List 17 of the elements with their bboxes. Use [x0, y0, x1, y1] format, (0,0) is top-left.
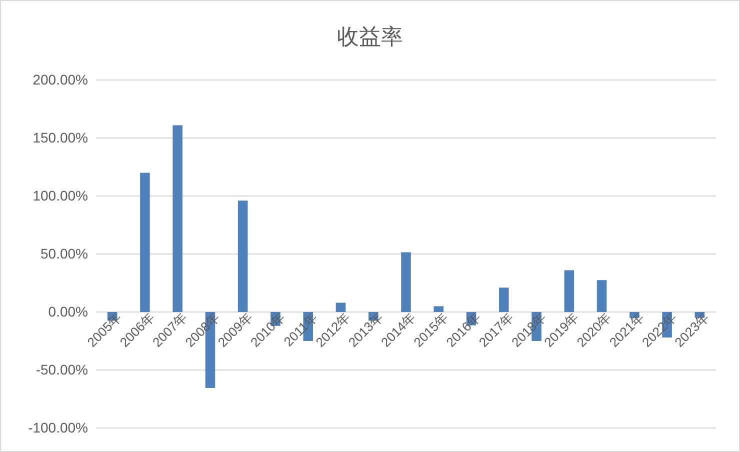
- bar: [596, 280, 607, 312]
- bar: [401, 252, 411, 312]
- bar: [172, 125, 182, 312]
- y-tick-label: -50.00%: [36, 361, 88, 378]
- y-tick-label: 100.00%: [32, 187, 88, 204]
- y-tick-label: 0.00%: [48, 303, 88, 320]
- bar: [499, 288, 509, 312]
- y-tick-label: 150.00%: [32, 129, 88, 146]
- bar: [434, 306, 444, 312]
- bar: [238, 200, 248, 312]
- chart-title: 收益率: [337, 25, 403, 50]
- bar: [564, 270, 574, 312]
- y-tick-label: -100.00%: [28, 419, 88, 436]
- y-tick-label: 200.00%: [32, 71, 88, 88]
- bar: [336, 302, 346, 312]
- bar: [140, 172, 150, 312]
- y-tick-label: 50.00%: [40, 245, 88, 262]
